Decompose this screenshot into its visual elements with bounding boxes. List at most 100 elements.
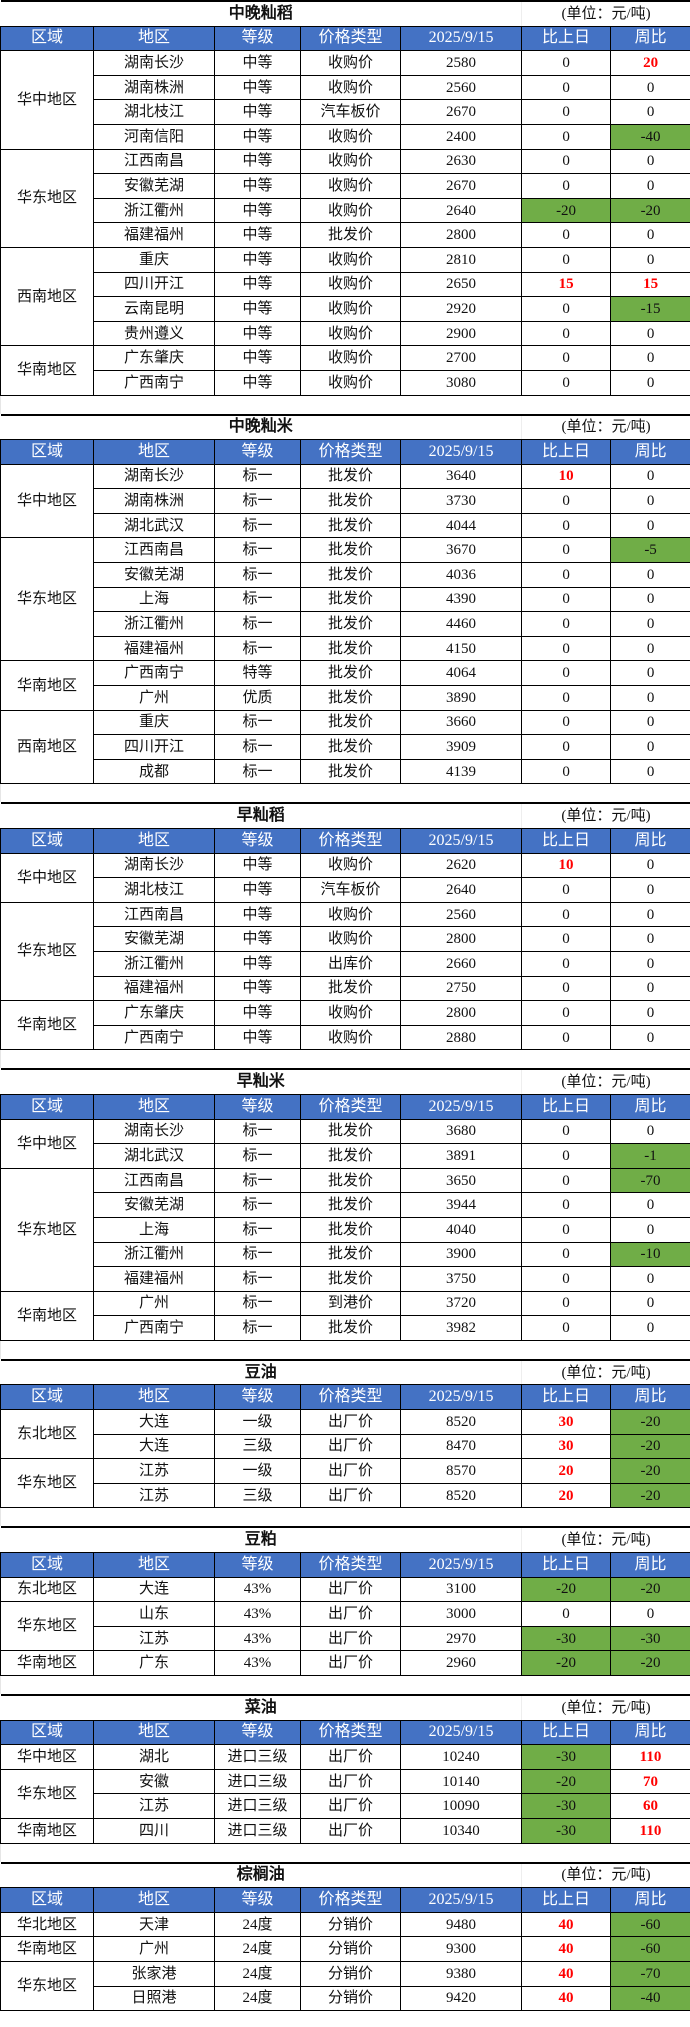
column-header-region: 区域 <box>0 439 94 465</box>
district-cell: 浙江衢州 <box>93 1241 215 1268</box>
day-change-cell: 0 <box>521 1143 611 1169</box>
price-cell: 8520 <box>399 1482 523 1509</box>
region-cell: 华南地区 <box>0 1000 94 1051</box>
region-cell: 华南地区 <box>0 1650 94 1676</box>
price-type-cell: 出厂价 <box>300 1744 401 1770</box>
price-type-cell: 出厂价 <box>300 1576 401 1603</box>
price-cell: 2670 <box>399 173 523 199</box>
grade-cell: 中等 <box>214 173 301 199</box>
day-change-cell: -20 <box>521 1576 612 1603</box>
price-type-cell: 收购价 <box>300 345 401 371</box>
grade-cell: 中等 <box>214 50 301 76</box>
price-cell: 4064 <box>399 660 523 687</box>
day-change-cell: -30 <box>521 1793 612 1819</box>
district-cell: 湖南株洲 <box>93 488 215 514</box>
unit-label: (单位：元/吨) <box>521 0 690 27</box>
week-change-cell: -20 <box>610 1650 690 1676</box>
day-change-cell: 0 <box>521 173 612 199</box>
grade-cell: 中等 <box>214 296 301 322</box>
column-header-region: 区域 <box>0 1384 94 1411</box>
price-cell: 3660 <box>399 709 523 736</box>
price-cell: 2920 <box>399 296 523 322</box>
district-cell: 广州 <box>93 1936 215 1962</box>
grade-cell: 标一 <box>214 1290 301 1317</box>
table-row: 华东地区 江西南昌 标一 批发价 3650 0 -70 <box>0 1167 690 1292</box>
day-change-cell: 0 <box>521 877 611 903</box>
unit-label: (单位：元/吨) <box>520 1068 690 1095</box>
grade-cell: 特等 <box>214 660 301 687</box>
table-row: 广西南宁 中等 收购价 3080 0 0 <box>1 369 690 396</box>
table-row: 上海 标一 批发价 4040 0 0 <box>1 1216 690 1243</box>
price-type-cell: 批发价 <box>300 222 401 248</box>
week-change-cell: 0 <box>609 975 690 1002</box>
price-cell: 3730 <box>399 488 523 514</box>
table-row: 福建福州 标一 批发价 4150 0 0 <box>1 635 690 662</box>
table-row: 华中地区 湖南长沙 标一 批发价 3640 10 0 <box>0 463 690 539</box>
table-row: 福建福州 中等 批发价 2750 0 0 <box>1 975 690 1002</box>
district-cell: 浙江衢州 <box>93 197 215 224</box>
table-row: 西南地区 重庆 中等 收购价 2810 0 0 <box>0 246 690 347</box>
day-change-cell: 0 <box>521 734 612 760</box>
unit-label: (单位：元/吨) <box>521 1526 690 1553</box>
column-header-week-change: 周比 <box>610 439 690 465</box>
price-cell: 9300 <box>400 1936 522 1962</box>
week-change-cell: -60 <box>609 1911 690 1938</box>
grade-cell: 标一 <box>214 562 301 588</box>
day-change-cell: 0 <box>521 1167 611 1194</box>
grade-cell: 标一 <box>214 1192 301 1218</box>
week-change-cell: -70 <box>609 1167 690 1194</box>
table-row: 安徽芜湖 中等 收购价 2670 0 0 <box>1 173 690 199</box>
price-type-cell: 批发价 <box>300 586 401 613</box>
grade-cell: 24度 <box>214 1936 301 1962</box>
price-cell: 2880 <box>400 1024 522 1051</box>
week-change-cell: 110 <box>610 1744 690 1770</box>
price-cell: 3100 <box>399 1576 523 1603</box>
week-change-cell: -20 <box>610 1576 690 1603</box>
week-change-cell: 0 <box>610 586 690 613</box>
day-change-cell: 0 <box>521 635 612 662</box>
column-header-district: 地区 <box>93 1384 215 1411</box>
price-type-cell: 收购价 <box>300 369 401 396</box>
grade-cell: 24度 <box>214 1985 301 2012</box>
price-cell: 4040 <box>400 1216 522 1243</box>
column-header-region: 区域 <box>0 1887 94 1913</box>
week-change-cell: 0 <box>610 734 690 760</box>
grade-cell: 一级 <box>214 1409 301 1435</box>
grade-cell: 标一 <box>214 758 301 785</box>
price-cell: 4044 <box>399 512 523 539</box>
grade-cell: 标一 <box>214 611 301 637</box>
table-header-row: 区域 地区 等级 价格类型 2025/9/15 比上日 周比 <box>0 1719 690 1746</box>
column-header-price-type: 价格类型 <box>300 439 401 465</box>
price-type-cell: 出厂价 <box>300 1650 401 1676</box>
price-cell: 2900 <box>399 320 523 347</box>
column-header-district: 地区 <box>93 25 215 52</box>
price-type-cell: 汽车板价 <box>300 877 401 903</box>
day-change-cell: -30 <box>521 1625 612 1652</box>
week-change-cell: -20 <box>610 1409 690 1435</box>
region-cell: 华南地区 <box>0 1817 94 1844</box>
week-change-cell: 0 <box>610 148 690 175</box>
district-cell: 广西南宁 <box>93 660 215 687</box>
price-type-cell: 收购价 <box>300 74 401 101</box>
day-change-cell: 20 <box>521 1482 612 1509</box>
price-cell: 2800 <box>399 222 523 248</box>
price-cell: 2640 <box>399 197 523 224</box>
price-cell: 3982 <box>400 1315 522 1341</box>
table-row: 浙江衢州 中等 收购价 2640 -20 -20 <box>1 197 690 224</box>
price-type-cell: 出厂价 <box>300 1817 401 1844</box>
region-cell: 华东地区 <box>0 901 94 1002</box>
week-change-cell: 0 <box>609 901 690 928</box>
district-cell: 上海 <box>93 586 215 613</box>
day-change-cell: 0 <box>521 320 612 347</box>
price-cell: 2620 <box>400 852 522 879</box>
price-type-cell: 批发价 <box>300 1216 401 1243</box>
grade-cell: 标一 <box>214 1167 301 1194</box>
price-cell: 2560 <box>399 74 523 101</box>
price-cell: 9380 <box>400 1960 522 1987</box>
section-spacer <box>0 395 690 414</box>
column-header-price: 2025/9/15 <box>399 25 523 52</box>
table-row: 江苏 三级 出厂价 8520 20 -20 <box>1 1482 690 1509</box>
week-change-cell: 0 <box>610 488 690 514</box>
grade-cell: 24度 <box>214 1960 301 1987</box>
grade-cell: 进口三级 <box>214 1768 301 1795</box>
